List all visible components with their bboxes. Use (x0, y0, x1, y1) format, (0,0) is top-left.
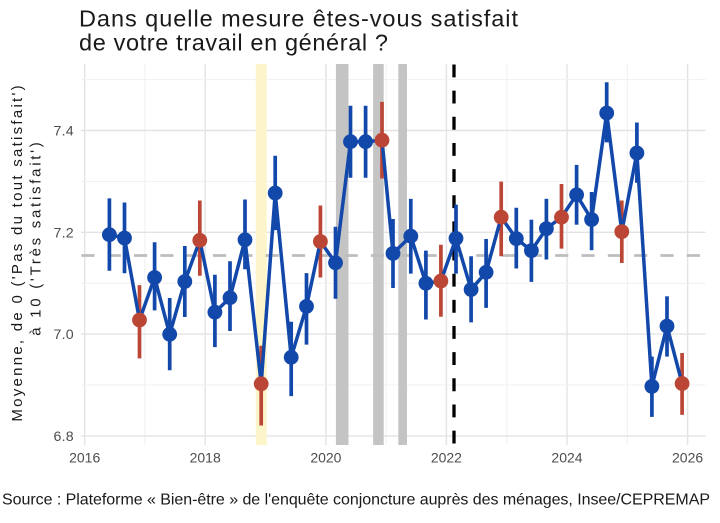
svg-text:2026: 2026 (672, 449, 703, 465)
svg-text:Dans quelle mesure êtes-vous s: Dans quelle mesure êtes-vous satisfait (79, 6, 518, 32)
svg-text:7.0: 7.0 (54, 327, 74, 343)
svg-text:de votre travail en général ?: de votre travail en général ? (79, 29, 388, 55)
svg-text:Source : Plateforme « Bien-êtr: Source : Plateforme « Bien-être » de l'e… (2, 492, 710, 509)
svg-text:2022: 2022 (431, 449, 462, 465)
svg-text:2016: 2016 (69, 449, 100, 465)
svg-text:7.2: 7.2 (54, 225, 74, 241)
svg-text:Moyenne, de 0 ('Pas du tout sa: Moyenne, de 0 ('Pas du tout satisfait') (9, 85, 26, 421)
svg-text:2024: 2024 (551, 449, 582, 465)
svg-text:6.8: 6.8 (54, 429, 74, 445)
svg-text:à 10 ('Très satisfait'): à 10 ('Très satisfait') (27, 142, 44, 336)
svg-text:2018: 2018 (190, 449, 221, 465)
svg-text:7.4: 7.4 (54, 124, 74, 140)
svg-text:2020: 2020 (310, 449, 341, 465)
